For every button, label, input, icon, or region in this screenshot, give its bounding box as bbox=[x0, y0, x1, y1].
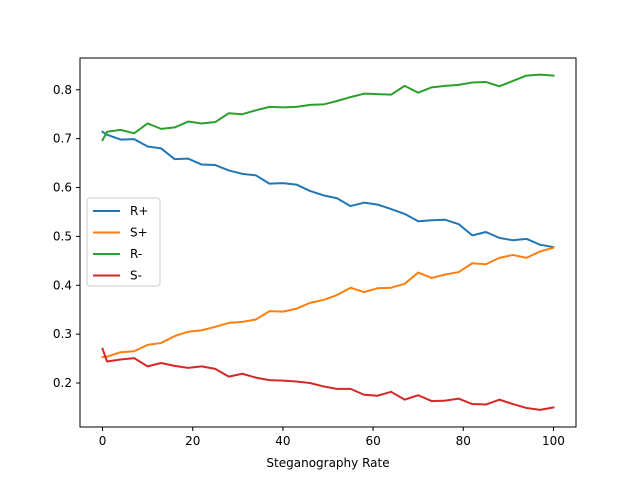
x-axis-label: Steganography Rate bbox=[266, 456, 389, 470]
series-line-s-minus bbox=[101, 347, 555, 411]
y-tick-label: 0.8 bbox=[53, 83, 72, 97]
x-tick-label: 20 bbox=[185, 434, 200, 448]
x-tick-label: 80 bbox=[456, 434, 471, 448]
plot-frame bbox=[79, 57, 577, 428]
series-layer bbox=[101, 73, 555, 411]
y-tick-label: 0.3 bbox=[53, 327, 72, 341]
y-axis: 0.2 0.3 0.4 0.5 0.6 0.7 0.8 bbox=[53, 83, 80, 390]
legend: R+ S+ R- S- bbox=[86, 197, 161, 287]
y-tick-label: 0.7 bbox=[53, 132, 72, 146]
plot-area bbox=[80, 58, 576, 427]
legend-label: S+ bbox=[130, 226, 148, 240]
y-tick-label: 0.5 bbox=[53, 229, 72, 243]
legend-label: R+ bbox=[130, 204, 148, 218]
x-tick-label: 40 bbox=[275, 434, 290, 448]
series-line-s-plus bbox=[101, 246, 555, 359]
legend-label: S- bbox=[130, 269, 142, 283]
y-tick-label: 0.6 bbox=[53, 181, 72, 195]
legend-box bbox=[86, 197, 161, 287]
y-tick-label: 0.2 bbox=[53, 376, 72, 390]
series-line-r-plus bbox=[101, 130, 555, 249]
legend-label: R- bbox=[130, 247, 142, 261]
x-tick-label: 60 bbox=[365, 434, 380, 448]
x-tick-label: 0 bbox=[99, 434, 107, 448]
series-line-r-minus bbox=[101, 73, 555, 142]
x-tick-label: 100 bbox=[542, 434, 565, 448]
y-tick-label: 0.4 bbox=[53, 278, 72, 292]
x-axis: 0 20 40 60 80 100 bbox=[99, 427, 565, 448]
